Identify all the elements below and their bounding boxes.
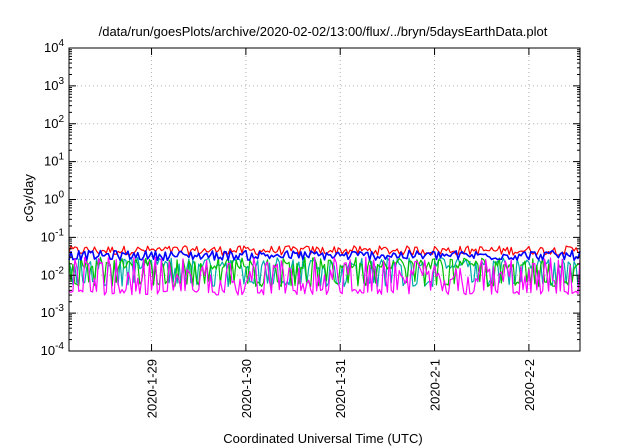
y-tick-label: 10-3 bbox=[41, 303, 65, 320]
series-line-0 bbox=[68, 245, 581, 256]
y-tick-label-base: 10 bbox=[41, 267, 55, 282]
y-tick-label: 10-2 bbox=[41, 265, 65, 282]
y-tick-label-exponent: 0 bbox=[58, 190, 64, 201]
x-tick-label: 2020-1-29 bbox=[145, 359, 160, 418]
y-tick-label-exponent: 4 bbox=[58, 38, 64, 49]
y-tick-label-base: 10 bbox=[44, 154, 58, 169]
x-tick-label: 2020-1-30 bbox=[239, 359, 254, 418]
y-tick-label-base: 10 bbox=[41, 229, 55, 244]
y-tick-label: 102 bbox=[44, 114, 64, 131]
x-tick-label: 2020-2-1 bbox=[428, 359, 443, 411]
y-tick-label: 10-1 bbox=[41, 227, 65, 244]
series-line-3 bbox=[68, 256, 581, 288]
y-tick-label-exponent: 2 bbox=[58, 114, 64, 125]
y-tick-label: 101 bbox=[44, 152, 64, 169]
series-line-1 bbox=[68, 249, 581, 262]
series-line-4 bbox=[68, 256, 581, 296]
y-tick-label: 104 bbox=[44, 38, 64, 55]
plot-frame bbox=[68, 47, 581, 352]
chart-title: /data/run/goesPlots/archive/2020-02-02/1… bbox=[99, 24, 548, 39]
x-tick-label: 2020-1-31 bbox=[333, 359, 348, 418]
y-tick-label-exponent: -2 bbox=[55, 265, 64, 276]
x-axis-label: Coordinated Universal Time (UTC) bbox=[223, 431, 422, 446]
y-tick-label: 100 bbox=[44, 190, 64, 207]
y-tick-label-exponent: -1 bbox=[55, 227, 64, 238]
y-tick-label-base: 10 bbox=[44, 116, 58, 131]
y-tick-label-base: 10 bbox=[44, 78, 58, 93]
y-tick-label-base: 10 bbox=[44, 40, 58, 55]
y-tick-label: 10-4 bbox=[41, 341, 65, 358]
x-tick-label: 2020-2-2 bbox=[522, 359, 537, 411]
y-tick-label-base: 10 bbox=[44, 192, 58, 207]
y-tick-label-base: 10 bbox=[41, 305, 55, 320]
y-tick-label-exponent: -4 bbox=[55, 341, 64, 352]
data-series bbox=[68, 245, 581, 296]
y-tick-label-exponent: 1 bbox=[58, 152, 64, 163]
x-tick-labels: 2020-1-29 2020-1-30 2020-1-31 2020-2-1 2020-… bbox=[145, 359, 537, 418]
y-tick-label: 103 bbox=[44, 76, 64, 93]
y-tick-label-base: 10 bbox=[41, 343, 55, 358]
y-tick-label-exponent: 3 bbox=[58, 76, 64, 87]
y-axis-label: cGy/day bbox=[21, 174, 36, 222]
y-tick-label-exponent: -3 bbox=[55, 303, 64, 314]
grid-lines bbox=[69, 48, 580, 351]
